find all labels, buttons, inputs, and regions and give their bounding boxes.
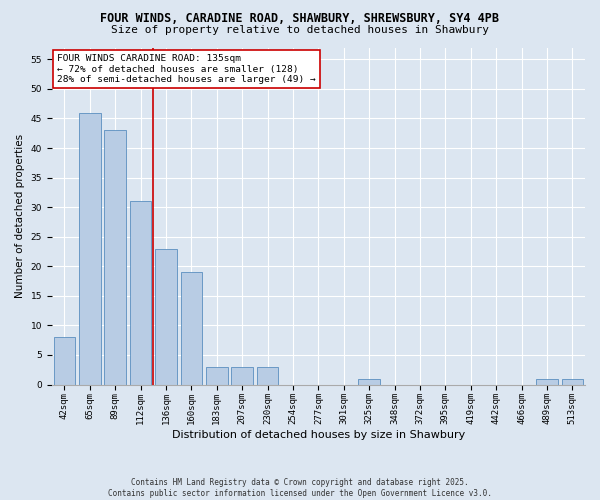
Text: FOUR WINDS CARADINE ROAD: 135sqm
← 72% of detached houses are smaller (128)
28% : FOUR WINDS CARADINE ROAD: 135sqm ← 72% o…	[57, 54, 316, 84]
Text: Contains HM Land Registry data © Crown copyright and database right 2025.
Contai: Contains HM Land Registry data © Crown c…	[108, 478, 492, 498]
X-axis label: Distribution of detached houses by size in Shawbury: Distribution of detached houses by size …	[172, 430, 465, 440]
Bar	[257, 367, 278, 384]
Bar	[155, 248, 177, 384]
Bar	[104, 130, 126, 384]
Bar	[181, 272, 202, 384]
Bar	[232, 367, 253, 384]
Bar	[206, 367, 227, 384]
Text: FOUR WINDS, CARADINE ROAD, SHAWBURY, SHREWSBURY, SY4 4PB: FOUR WINDS, CARADINE ROAD, SHAWBURY, SHR…	[101, 12, 499, 26]
Y-axis label: Number of detached properties: Number of detached properties	[15, 134, 25, 298]
Text: Size of property relative to detached houses in Shawbury: Size of property relative to detached ho…	[111, 25, 489, 35]
Bar	[53, 337, 75, 384]
Bar	[562, 378, 583, 384]
Bar	[79, 112, 101, 384]
Bar	[536, 378, 558, 384]
Bar	[358, 378, 380, 384]
Bar	[130, 201, 151, 384]
